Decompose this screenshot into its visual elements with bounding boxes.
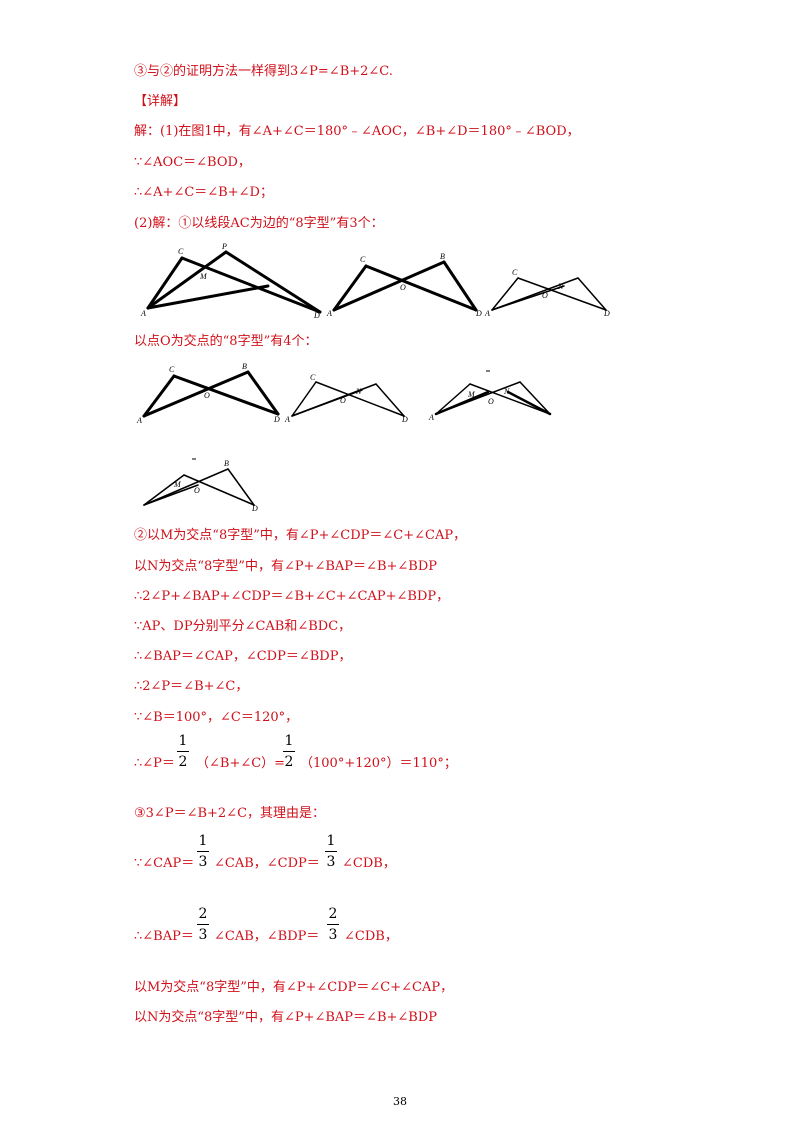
fraction-half-2: 1 2 [282, 733, 296, 770]
text-line-n-intersection-2: 以N为交点“8字型”中，有∠P+∠BAP＝∠B+∠BDP [134, 1010, 438, 1025]
fraction-third-2: 1 3 [324, 833, 338, 870]
label-m: M [199, 272, 208, 281]
text-line-part3-claim: ③3∠P＝∠B+2∠C，其理由是： [134, 806, 326, 821]
label-m: M [467, 390, 476, 399]
label-o: O [488, 397, 494, 406]
label-d: D [603, 309, 610, 318]
fraction-numerator: 2 [328, 906, 338, 922]
text-line-m-intersection: ②以M为交点“8字型”中，有∠P+∠CDP＝∠C+∠CAP， [134, 528, 467, 543]
text-line-cap-b: ∠CAB，∠CDP＝ [214, 856, 320, 871]
text-line-p-result-b: （∠B+∠C）= [196, 756, 286, 771]
fraction-numerator: 1 [326, 833, 336, 849]
label-c: C [310, 373, 316, 382]
fraction-denominator: 2 [284, 754, 294, 770]
text-line-cap-c: ∠CDB， [342, 856, 396, 871]
label-a: A [326, 309, 332, 318]
text-line-therefore-sum: ∴∠A+∠C＝∠B+∠D； [134, 185, 273, 200]
text-line-o-intersection: 以点O为交点的“8字型”有4个： [134, 334, 318, 349]
label-p: P [221, 242, 227, 251]
fraction-denominator: 3 [328, 927, 338, 943]
label-c: C [360, 255, 366, 264]
label-a: A [140, 309, 146, 318]
text-line-m-intersection-2: 以M为交点“8字型”中，有∠P+∠CDP＝∠C+∠CAP， [134, 980, 454, 995]
text-line-sum-equation: ∴2∠P+∠BAP+∠CDP＝∠B+∠C+∠CAP+∠BDP， [134, 589, 450, 604]
label-c: C [178, 247, 184, 256]
label-a: A [484, 309, 490, 318]
label-c: C [169, 365, 175, 374]
fraction-numerator: 1 [284, 733, 294, 749]
fraction-denominator: 3 [326, 854, 336, 870]
label-b: B [224, 459, 229, 468]
page-number: 38 [393, 1095, 407, 1108]
fraction-numerator: 1 [198, 833, 208, 849]
figure-o-shape-4: B M O D [143, 458, 258, 513]
figure-o-shape-2: C O N A D [284, 373, 408, 424]
figure-ac-shape-2: C B O A D [326, 252, 482, 318]
label-n: N [355, 387, 362, 396]
fraction-numerator: 2 [198, 906, 208, 922]
text-line-because-aoc: ∵∠AOC＝∠BOD， [134, 155, 251, 170]
label-d: D [475, 309, 482, 318]
text-line-bisectors: ∵AP、DP分别平分∠CAB和∠BDC， [134, 619, 352, 634]
text-line-given-angles: ∵∠B＝100°，∠C＝120°， [134, 710, 299, 725]
text-line-p-result-c: （100°+120°）＝110°； [300, 756, 457, 771]
label-n: N [503, 387, 510, 396]
fraction-denominator: 2 [178, 754, 188, 770]
fraction-two-thirds-1: 2 3 [196, 906, 210, 943]
text-line-bap-a: ∴∠BAP＝ [134, 929, 194, 944]
figure-o-shape-3: M O N A [428, 370, 552, 422]
text-line-bap-c: ∠CDB， [344, 929, 398, 944]
label-d: D [251, 504, 258, 513]
fraction-two-thirds-2: 2 3 [326, 906, 340, 943]
fraction-denominator: 3 [198, 927, 208, 943]
label-o: O [204, 391, 210, 400]
figure-ac-shape-3: C O N A D [484, 268, 610, 318]
label-d: D [273, 415, 280, 424]
fraction-half-1: 1 2 [176, 733, 190, 770]
label-a: A [284, 415, 290, 424]
text-line-method-note: ③与②的证明方法一样得到3∠P=∠B+2∠C. [134, 64, 393, 79]
label-b: B [242, 362, 247, 371]
label-o: O [340, 396, 346, 405]
label-d: D [401, 415, 408, 424]
label-a: A [428, 413, 434, 422]
text-line-detail-heading: 【详解】 [134, 94, 187, 109]
figure-o-shape-1: C B O A D [136, 362, 280, 425]
label-d: D [313, 311, 320, 320]
text-line-part2-intro: (2)解：①以线段AC为边的“8字型”有3个： [134, 216, 384, 231]
label-o: O [194, 486, 200, 495]
label-n: N [557, 282, 564, 291]
text-line-bap-b: ∠CAB，∠BDP＝ [214, 929, 320, 944]
figure-ac-shape-1: C P M A D [140, 242, 322, 320]
label-b: B [440, 252, 445, 261]
text-line-p-result-a: ∴∠P＝ [134, 756, 175, 771]
fraction-third-1: 1 3 [196, 833, 210, 870]
label-o: O [542, 291, 548, 300]
fraction-denominator: 3 [198, 854, 208, 870]
label-c: C [512, 268, 518, 277]
label-o: O [400, 283, 406, 292]
label-a: A [136, 416, 142, 425]
text-line-2p-equation: ∴2∠P＝∠B+∠C， [134, 679, 249, 694]
fraction-numerator: 1 [178, 733, 188, 749]
text-line-equal-angles: ∴∠BAP＝∠CAP，∠CDP＝∠BDP， [134, 649, 352, 664]
text-line-cap-a: ∵∠CAP＝ [134, 856, 195, 871]
label-m: M [173, 480, 182, 489]
text-line-n-intersection: 以N为交点“8字型”中，有∠P+∠BAP＝∠B+∠BDP [134, 559, 438, 574]
text-line-solution-1: 解：(1)在图1中，有∠A+∠C＝180°﹣∠AOC，∠B+∠D＝180°﹣∠B… [134, 124, 580, 139]
